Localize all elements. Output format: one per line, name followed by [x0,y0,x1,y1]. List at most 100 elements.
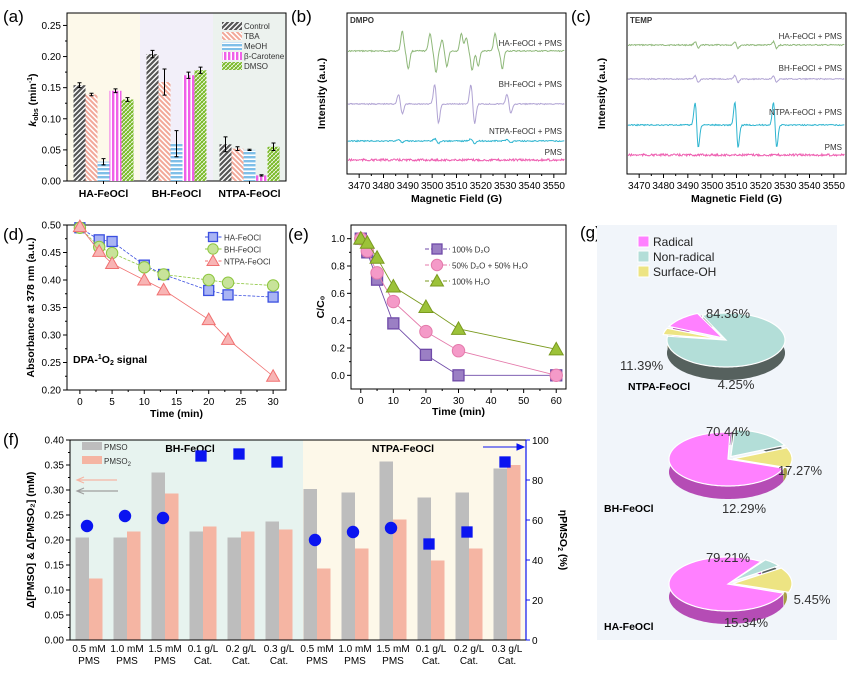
bar-pmso [455,492,469,640]
legend-label: BH-FeOCl [224,246,261,255]
x-category-label: Cat. [194,656,212,667]
panel-label-g: (g) [580,223,601,242]
bar-pmso2 [89,578,103,640]
pie-value-label: 15.34% [724,615,769,630]
bar-meoh [97,161,110,181]
y-tick-label: 0.6 [331,289,345,300]
plot-frame [626,12,847,175]
x-tick-label: 25 [235,397,247,408]
x-category-label: PMS [344,656,366,667]
bar-tba [231,148,244,181]
x-tick-label: 3550 [543,181,566,192]
y-axis-label: Δ[PMSO] & Δ[PMSO₂] (mM) [25,472,37,609]
y-tick-label: 0.50 [42,221,62,232]
x-tick-label: 10 [139,397,151,408]
eta-point [118,509,132,523]
bar-pmso [265,521,279,640]
x-tick-label: 3470 [628,181,651,192]
eta-point [346,525,360,539]
pie-ha-feocl: 79.21% 5.45% 15.34% HA-FeOCl [604,550,831,633]
bar-tba [85,94,98,181]
right-axis-arrow-icon [483,443,526,451]
y-tick-label: 0.05 [45,611,65,622]
x-category-label: 1.5 mM [148,644,181,655]
x-axis-label: Magnetic Field (G) [691,193,782,205]
epr-spectrum [347,137,565,145]
data-point [267,291,279,303]
bar-pmso2 [279,529,293,640]
panel-label-f: (f) [3,430,19,449]
y-tick-label: 0.40 [45,436,65,447]
bar-pmso2 [127,531,141,640]
x-tick-label: 3480 [372,181,395,192]
legend-swatch [222,62,242,70]
x-tick-label: 3470 [348,181,371,192]
data-point [452,369,465,382]
y-tick-label: 0.25 [42,358,62,369]
y-tick-label: 0.10 [45,586,65,597]
legend-marker [207,231,219,243]
epr-spectrum [627,100,845,148]
bar-pmso2 [355,548,369,640]
legend-marker [206,253,220,266]
legend-swatch [637,235,650,248]
x-category-label: NTPA-FeOCl [218,188,280,200]
x-category-label: Cat. [498,656,516,667]
bar-pmso [75,537,89,640]
eta-point [384,521,398,535]
legend-label: TBA [244,32,260,41]
data-point [265,368,281,382]
spin-trap-label: DMPO [350,16,374,25]
spectrum-label: HA-FeOCl + PMS [779,32,842,41]
y2-tick-label: 0 [532,636,538,647]
y-tick-label: 0.05 [42,145,62,156]
x-tick-label: 3550 [823,181,846,192]
y-tick-label: 0.25 [42,21,62,32]
right-axis: 0 20 40 60 80 100 ηPMSO2 (%) [525,436,569,647]
x-tick-label: 3510 [725,181,748,192]
y-tick-label: 0.10 [42,114,62,125]
pie-value-label: 79.21% [706,550,751,565]
data-point [266,279,280,292]
y-tick-label: 0.20 [45,536,65,547]
eta-point [156,511,170,525]
error-bar [89,92,94,97]
x-tick-label: 15 [171,397,183,408]
legend-label: 100% H₂O [452,278,490,287]
group-background [70,440,303,640]
legend-label: 100% D₂O [452,246,490,255]
epr-spectrum [347,83,565,125]
y-tick-label: 0.25 [45,511,65,522]
bar-dmso [121,99,134,181]
x-category-label: Cat. [460,656,478,667]
bar-meoh [243,149,256,181]
spectrum-label: BH-FeOCl + PMS [779,64,842,73]
legend-label: HA-FeOCl [224,234,261,243]
error-bar [77,82,82,89]
data-point [91,243,107,257]
pie-value-label: 70.44% [706,424,751,439]
x-category-label: 0.3 g/L [492,644,523,655]
error-bar [186,71,191,79]
pie-slice-radical [668,556,785,612]
group-background [303,440,526,640]
data-point [450,320,467,335]
bar-pmso2 [507,465,521,640]
data-point [221,276,235,289]
pie-slice-radical [667,312,725,339]
legend-swatch [82,442,102,450]
bar-pmso2 [165,493,179,640]
y-tick-label: 0.30 [42,331,62,342]
pie-bh-feocl: 70.44% 17.27% 12.29% BH-FeOCl [604,424,822,516]
eta-point [461,526,473,538]
bar-pmso [189,531,203,640]
eta-point [195,450,207,462]
pie-value-label: 11.39% [620,358,664,373]
epr-spectrum [347,157,565,163]
epr-spectrum [628,39,845,50]
bar-pmso2 [469,548,483,640]
y-tick-label: 0.8 [331,262,345,273]
error-bar [271,142,276,152]
x-tick-label: 60 [551,396,563,407]
pie-value-label: 5.45% [794,592,831,607]
